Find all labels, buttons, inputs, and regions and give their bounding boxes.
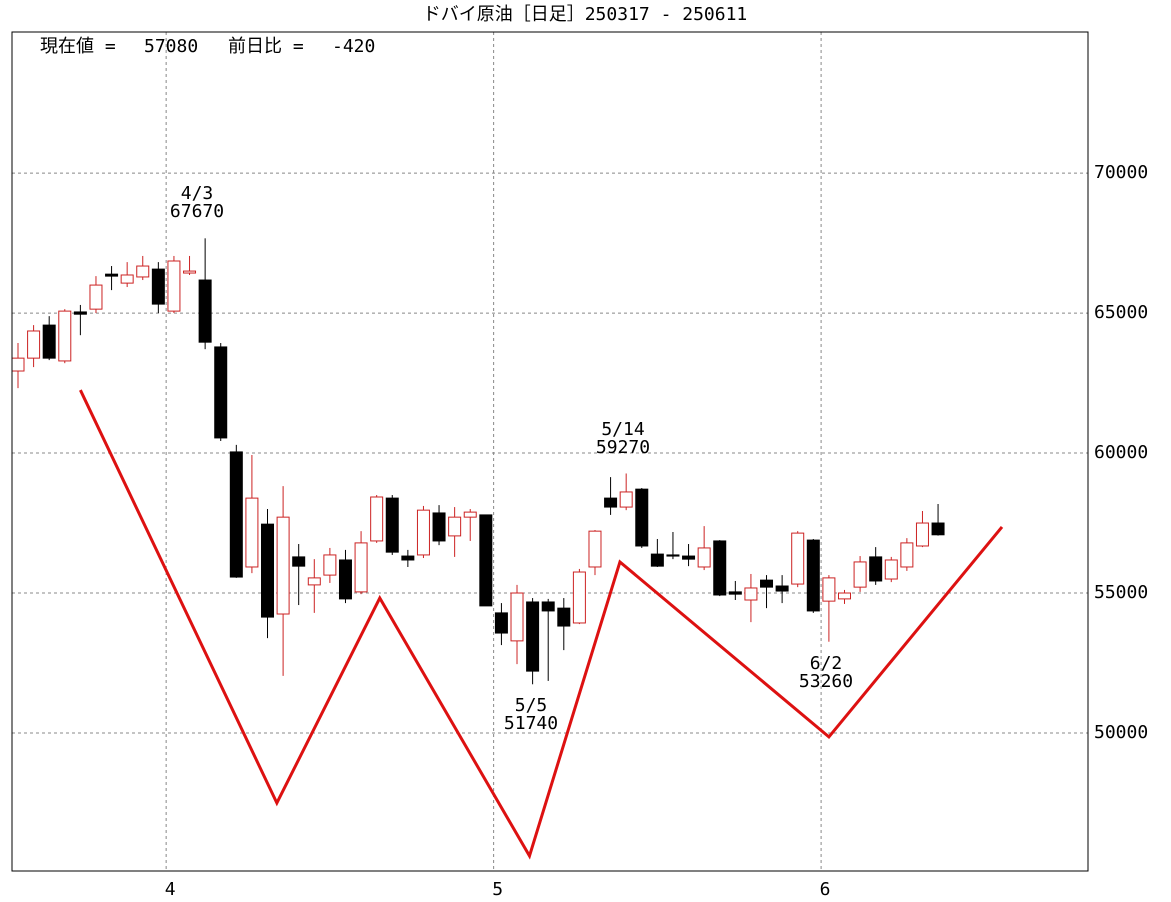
y-tick-label: 70000 <box>1094 162 1148 183</box>
candle-body <box>276 516 290 615</box>
candle-body <box>713 540 727 596</box>
candle-body <box>604 497 618 508</box>
candle-body <box>682 555 696 560</box>
candle-body <box>261 523 275 618</box>
candle-body <box>650 553 664 567</box>
annotation-value: 67670 <box>170 201 224 222</box>
annotation-date: 5/14 <box>601 419 644 440</box>
annotation-value: 51740 <box>504 713 558 734</box>
candle-body <box>635 488 649 547</box>
candle-body <box>198 279 212 343</box>
candle-body <box>479 514 493 607</box>
candle-body <box>510 592 524 642</box>
candle-body <box>666 554 680 557</box>
candle-body <box>416 509 430 556</box>
candle-body <box>619 491 633 508</box>
annotation-date: 6/2 <box>810 653 843 674</box>
candle-body <box>760 579 774 588</box>
candle-body <box>11 357 25 372</box>
candle-body <box>541 601 555 612</box>
candle-body <box>869 556 883 582</box>
candle-body <box>526 601 540 672</box>
candle-body <box>167 260 181 312</box>
candle-body <box>572 571 586 624</box>
annotation-value: 53260 <box>799 671 853 692</box>
candle-body <box>292 556 306 567</box>
candle-body <box>27 330 41 359</box>
candle-body <box>385 497 399 553</box>
y-tick-label: 50000 <box>1094 722 1148 743</box>
change-label: 前日比 = <box>228 36 304 57</box>
chart-title: ドバイ原油［日足］250317 - 250611 <box>423 4 748 25</box>
candle-body <box>588 530 602 568</box>
candle-body <box>557 607 571 627</box>
y-tick-label: 65000 <box>1094 302 1148 323</box>
candle-body <box>354 542 368 593</box>
candle-body <box>915 522 929 547</box>
candle-body <box>105 273 119 277</box>
candle-body <box>338 559 352 600</box>
candle-body <box>931 522 945 536</box>
y-tick-label: 60000 <box>1094 442 1148 463</box>
candle-body <box>136 265 150 278</box>
candle-body <box>822 577 836 602</box>
candle-body <box>884 559 898 580</box>
candle-body <box>463 511 477 518</box>
candle-body <box>853 561 867 588</box>
candle-body <box>728 591 742 595</box>
candle-body <box>183 270 197 274</box>
annotation-value: 59270 <box>596 437 650 458</box>
candle-body <box>214 346 228 439</box>
candle-body <box>775 585 789 592</box>
x-tick-label: 6 <box>820 879 831 900</box>
annotation-date: 4/3 <box>181 183 214 204</box>
zigzag-line <box>79 389 1004 860</box>
candle-body <box>806 539 820 612</box>
candle-body <box>401 555 415 561</box>
current-value: 57080 <box>144 36 198 57</box>
candle-body <box>307 577 321 586</box>
x-tick-label: 5 <box>492 879 503 900</box>
candle-body <box>229 451 243 578</box>
annotation-date: 5/5 <box>515 695 548 716</box>
candle-body <box>432 512 446 542</box>
y-tick-label: 55000 <box>1094 582 1148 603</box>
candle-body <box>323 554 337 576</box>
candle-body <box>42 324 56 359</box>
candle-body <box>151 268 165 305</box>
candle-body <box>89 284 103 310</box>
change-value: -420 <box>332 36 375 57</box>
candle-body <box>744 587 758 601</box>
current-label: 現在値 = <box>40 36 116 57</box>
candle-body <box>245 497 259 568</box>
candle-body <box>73 311 87 315</box>
candle-body <box>900 542 914 568</box>
candle-body <box>58 310 72 362</box>
candle-body <box>494 612 508 634</box>
candle-body <box>791 532 805 585</box>
plot-frame <box>11 31 1089 872</box>
candle-body <box>697 547 711 568</box>
x-tick-label: 4 <box>165 879 176 900</box>
candle-body <box>448 516 462 537</box>
candle-body <box>120 274 134 284</box>
candle-body <box>837 592 851 600</box>
candle-body <box>370 496 384 542</box>
